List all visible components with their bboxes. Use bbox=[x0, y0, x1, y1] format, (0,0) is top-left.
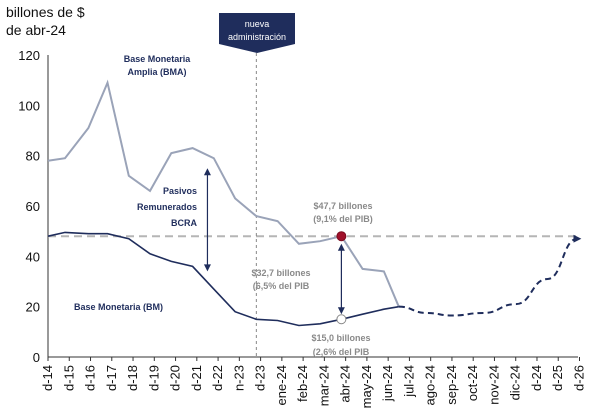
x-tick-label: n-23 bbox=[231, 365, 246, 391]
y-tick-label: 0 bbox=[33, 350, 40, 365]
x-tick-label: ago-24 bbox=[423, 365, 438, 405]
projection-line bbox=[398, 234, 582, 317]
y-tick-label: 100 bbox=[18, 98, 40, 113]
annotation-bm: Base Monetaria (BM) bbox=[74, 302, 163, 312]
x-tick-label: d-22 bbox=[210, 365, 225, 391]
y-axis-title-line2: de abr-24 bbox=[6, 22, 66, 38]
x-tick-label: d-20 bbox=[168, 365, 183, 391]
annotation-value1-line2: (9,1% del PIB) bbox=[313, 214, 373, 224]
x-tick-label: d-18 bbox=[125, 365, 140, 391]
x-tick-label: jul-24 bbox=[401, 365, 416, 398]
annotation-value2-line2: (6,5% del PIB bbox=[253, 281, 310, 291]
x-tick-label: d-26 bbox=[572, 365, 587, 391]
x-tick-label: d-15 bbox=[61, 365, 76, 391]
arrow-abr24-head-bottom bbox=[337, 307, 345, 315]
annotation-value2-line1: $32,7 billones bbox=[251, 268, 310, 278]
series-line-bma bbox=[47, 79, 400, 308]
annotation-value1-line1: $47,7 billones bbox=[313, 201, 372, 211]
arrow-pasivos-head-top bbox=[203, 168, 211, 176]
y-tick-label: 20 bbox=[26, 300, 40, 315]
x-tick-label: may-24 bbox=[359, 365, 374, 408]
x-tick-label: nov-24 bbox=[486, 365, 501, 405]
x-tick-label: abr-24 bbox=[338, 365, 353, 403]
arrow-abr24-head-top bbox=[337, 243, 345, 251]
annotation-value3-line1: $15,0 billones bbox=[311, 333, 370, 343]
x-tick-label: d-21 bbox=[189, 365, 204, 391]
x-tick-label: d-25 bbox=[550, 365, 565, 391]
new-administration-flag: nueva administración bbox=[219, 13, 295, 53]
x-tick-label: d-14 bbox=[40, 365, 55, 391]
x-tick-label: jun-24 bbox=[380, 365, 395, 402]
annotation-pasivos-line3: BCRA bbox=[171, 218, 197, 228]
x-tick-label: feb-24 bbox=[295, 365, 310, 402]
x-tick-label: d-19 bbox=[146, 365, 161, 391]
annotation-value3-line2: (2,6% del PIB bbox=[313, 347, 370, 357]
flag-label-line1: nueva bbox=[245, 19, 270, 29]
x-tick-label: d-23 bbox=[253, 365, 268, 391]
x-tick-label: d-24 bbox=[529, 365, 544, 391]
x-tick-labels: d-14 d-15 d-16 d-17 d-18 d-19 d-20 d-21 d-22 n-23… bbox=[40, 357, 587, 408]
x-tick-label: ene-24 bbox=[274, 365, 289, 405]
difference-arrows bbox=[203, 168, 345, 315]
flag-label-line2: administración bbox=[228, 32, 286, 42]
y-tick-label: 40 bbox=[26, 249, 40, 264]
x-tick-label: d-17 bbox=[104, 365, 119, 391]
marker-point bbox=[336, 231, 347, 242]
annotation-pasivos-line1: Pasivos bbox=[163, 186, 197, 196]
y-tick-labels: 0 20 40 60 80 100 120 bbox=[18, 48, 40, 365]
annotation-pasivos-line2: Remunerados bbox=[137, 202, 197, 212]
highlight-markers bbox=[336, 231, 347, 325]
x-tick-label: dic-24 bbox=[508, 365, 523, 400]
arrow-pasivos-head-bottom bbox=[203, 264, 211, 272]
annotation-bma-line2: Amplia (BMA) bbox=[128, 67, 187, 77]
x-tick-label: d-16 bbox=[83, 365, 98, 391]
x-tick-label: mar-24 bbox=[316, 365, 331, 406]
x-tick-label: oct-24 bbox=[465, 365, 480, 401]
y-tick-label: 80 bbox=[26, 149, 40, 164]
y-axis-title-line1: billones de $ bbox=[6, 4, 85, 20]
annotation-bma-line1: Base Monetaria bbox=[124, 54, 192, 64]
y-tick-label: 120 bbox=[18, 48, 40, 63]
y-tick-label: 60 bbox=[26, 199, 40, 214]
x-tick-label: sep-24 bbox=[444, 365, 459, 405]
marker-point bbox=[336, 314, 347, 325]
